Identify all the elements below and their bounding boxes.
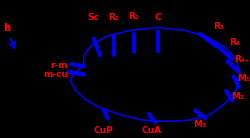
Text: R₃: R₃: [213, 22, 224, 31]
Text: Sc: Sc: [88, 13, 100, 22]
Text: CuP: CuP: [94, 126, 114, 135]
Text: h: h: [4, 23, 10, 33]
Text: CuA: CuA: [141, 126, 161, 135]
Text: m-cu: m-cu: [44, 70, 69, 79]
Text: C: C: [154, 13, 161, 22]
Polygon shape: [70, 28, 240, 121]
Text: M₁: M₁: [237, 74, 250, 83]
Text: r-m: r-m: [50, 61, 68, 70]
Text: R₄₊₅: R₄₊₅: [234, 55, 250, 64]
Text: h: h: [4, 23, 10, 33]
Text: R₄: R₄: [230, 38, 240, 47]
Text: R₂: R₂: [128, 12, 139, 21]
Text: M₃: M₃: [194, 120, 206, 129]
Text: R₁: R₁: [108, 13, 119, 22]
Text: M₂: M₂: [231, 92, 244, 101]
